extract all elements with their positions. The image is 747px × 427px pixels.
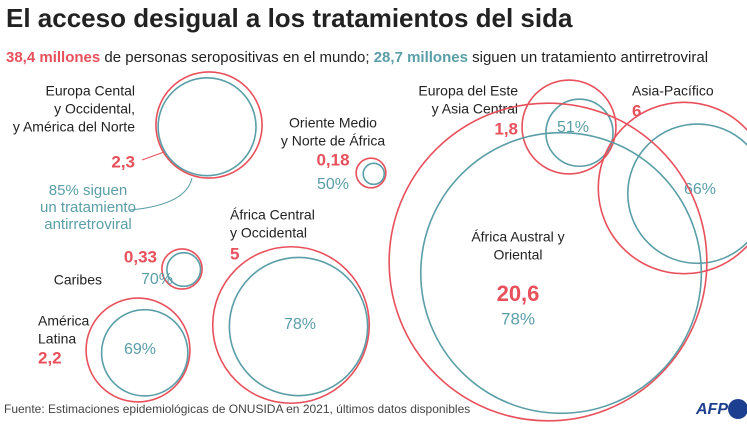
value-label: 2,2 bbox=[38, 348, 62, 367]
logo-text: AFP bbox=[695, 401, 728, 418]
pct-label: 69% bbox=[124, 341, 156, 358]
region-name: Caribes bbox=[54, 272, 102, 288]
inner-bubble bbox=[419, 131, 703, 415]
subtitle-part: 28,7 millones bbox=[374, 49, 468, 66]
region-name: Oriental bbox=[493, 247, 542, 263]
connector bbox=[141, 151, 165, 161]
outer-bubble bbox=[521, 79, 617, 175]
outer-bubble bbox=[85, 297, 191, 403]
region-name: Europa Cental bbox=[45, 83, 135, 99]
inner-bubble bbox=[627, 123, 747, 265]
pct-label: 78% bbox=[284, 316, 316, 333]
value-label: 20,6 bbox=[497, 281, 540, 306]
inner-bubble bbox=[228, 256, 369, 397]
annotation: antirretroviral bbox=[44, 216, 132, 233]
region-name: África Central bbox=[230, 207, 315, 223]
region-name: y Asia Central bbox=[432, 101, 518, 117]
annotation: 85% siguen bbox=[49, 182, 127, 199]
value-label: 6 bbox=[632, 101, 641, 120]
region-name: y Occidental bbox=[230, 225, 307, 241]
region-name: Latina bbox=[38, 331, 76, 347]
pct-label: 78% bbox=[501, 309, 535, 328]
chart-title: El acceso desigual a los tratamientos de… bbox=[6, 3, 573, 33]
logo-mark bbox=[728, 399, 747, 419]
source: Fuente: Estimaciones epidemiológicas de … bbox=[4, 402, 470, 416]
subtitle-part: siguen un tratamiento antirretroviral bbox=[468, 49, 708, 66]
pct-label: 50% bbox=[317, 176, 349, 193]
logo: AFP bbox=[695, 399, 747, 419]
value-label: 0,33 bbox=[124, 247, 157, 266]
region-name: África Austral y bbox=[471, 229, 564, 245]
subtitle-part: 38,4 millones bbox=[6, 49, 100, 66]
outer-bubble bbox=[211, 245, 371, 405]
region-name: Europa del Este bbox=[418, 83, 518, 99]
inner-bubble bbox=[100, 308, 189, 397]
region-name: América bbox=[38, 313, 90, 329]
region-name: y América del Norte bbox=[13, 119, 135, 135]
outer-bubble bbox=[161, 248, 203, 290]
subtitle: 38,4 millones de personas seropositivas … bbox=[6, 49, 708, 66]
value-label: 0,18 bbox=[316, 150, 349, 169]
region-name: y Norte de África bbox=[281, 133, 385, 149]
pct-label: 70% bbox=[141, 271, 173, 288]
subtitle-part: de personas seropositivas en el mundo; bbox=[100, 49, 374, 66]
outer-bubble bbox=[597, 101, 747, 275]
value-label: 5 bbox=[230, 244, 239, 263]
inner-bubble bbox=[157, 77, 257, 177]
connector bbox=[129, 177, 193, 211]
outer-bubble bbox=[388, 102, 708, 422]
annotation: un tratamiento bbox=[40, 199, 136, 216]
value-label: 2,3 bbox=[111, 152, 135, 171]
region-name: Asia-Pacífico bbox=[632, 83, 714, 99]
inner-bubble bbox=[362, 162, 386, 186]
outer-bubble bbox=[155, 71, 263, 179]
region-name: Oriente Medio bbox=[289, 115, 377, 131]
region-name: y Occidental, bbox=[54, 101, 135, 117]
outer-bubble bbox=[355, 157, 387, 189]
value-label: 1,8 bbox=[494, 119, 518, 138]
inner-bubble bbox=[166, 251, 202, 288]
